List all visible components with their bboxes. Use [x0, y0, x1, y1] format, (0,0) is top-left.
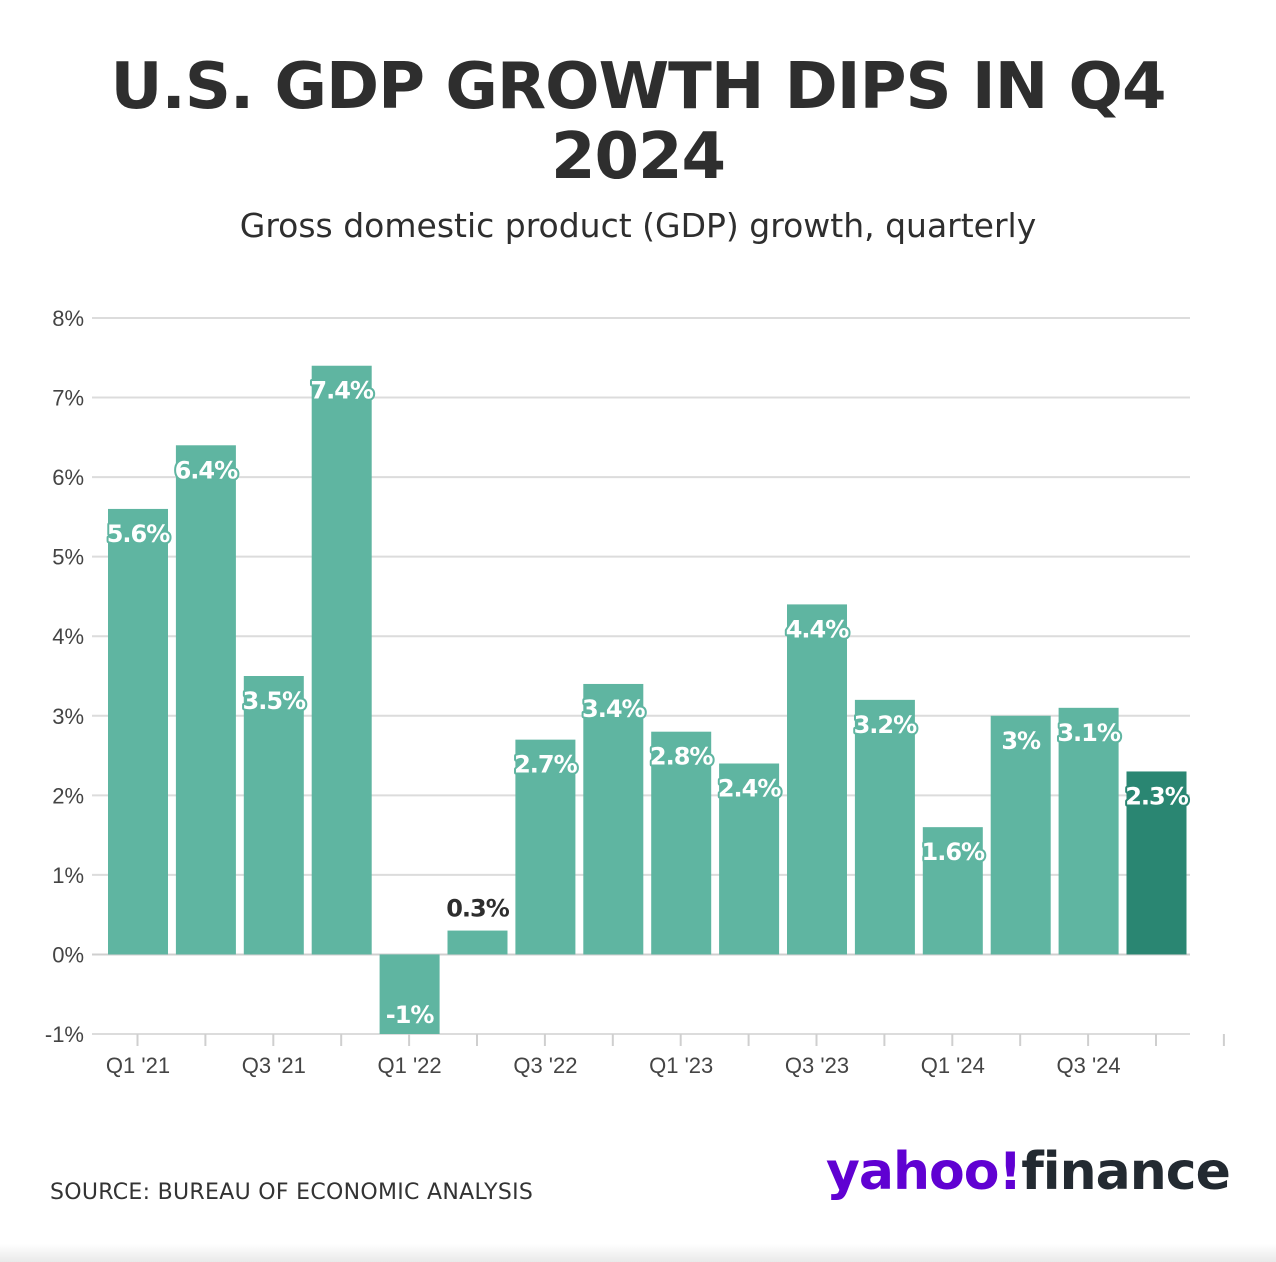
bar: [447, 930, 508, 955]
bottom-fade-bar: [0, 1244, 1276, 1262]
yahoo-finance-logo: yahoo!finance: [826, 1142, 1231, 1202]
logo-exclaim: !: [998, 1142, 1022, 1202]
x-tick-label: Q3 '21: [242, 1053, 306, 1078]
bar: [1058, 707, 1119, 955]
y-tick-label: 1%: [52, 863, 84, 888]
bar: [651, 731, 712, 955]
bar: [108, 508, 168, 955]
data-label: 3.5%: [243, 687, 307, 715]
data-label: 3.2%: [854, 711, 918, 739]
logo-yahoo-text: yahoo: [826, 1142, 999, 1202]
bar: [719, 763, 780, 955]
logo-finance-text: finance: [1021, 1142, 1231, 1202]
data-label: 6.4%: [175, 456, 239, 484]
bar: [243, 676, 304, 955]
data-label: 7.4%: [310, 377, 374, 405]
data-label: 0.3%: [446, 895, 510, 923]
data-label: 2.3%: [1125, 782, 1189, 810]
y-tick-label: 5%: [52, 545, 84, 570]
bar: [515, 739, 576, 955]
y-tick-label: 6%: [52, 465, 84, 490]
y-tick-label: 8%: [52, 306, 84, 331]
data-label: 3.4%: [582, 695, 646, 723]
data-label: 4.4%: [786, 615, 850, 643]
chart-subtitle: Gross domestic product (GDP) growth, qua…: [239, 206, 1037, 245]
data-label: 1.6%: [922, 838, 986, 866]
bar: [922, 827, 983, 955]
y-tick-label: 7%: [52, 386, 84, 411]
x-tick-label: Q1 '24: [921, 1053, 985, 1078]
chart-title-line-1: U.S. GDP GROWTH DIPS IN Q4: [110, 50, 1167, 124]
bar: [583, 683, 644, 955]
bar: [787, 604, 847, 955]
x-tick-label: Q1 '21: [106, 1053, 170, 1078]
x-tick-label: Q3 '24: [1057, 1053, 1121, 1078]
chart-title: U.S. GDP GROWTH DIPS IN Q4 2024: [0, 52, 1276, 192]
bar: [854, 699, 915, 955]
bar: [311, 365, 372, 955]
y-tick-label: 2%: [52, 783, 84, 808]
bar: [175, 445, 236, 955]
x-tick-label: Q3 '22: [513, 1053, 577, 1078]
source-note: SOURCE: BUREAU OF ECONOMIC ANALYSIS: [50, 1180, 534, 1205]
data-label: 3%: [1001, 727, 1041, 755]
data-label: -1%: [386, 1001, 435, 1029]
chart-title-line-2: 2024: [550, 120, 726, 194]
x-tick-label: Q1 '22: [378, 1053, 442, 1078]
y-tick-label: 4%: [52, 624, 84, 649]
y-tick-label: 3%: [52, 704, 84, 729]
data-label: 2.4%: [718, 775, 782, 803]
x-tick-label: Q3 '23: [785, 1053, 849, 1078]
data-label: 3.1%: [1057, 719, 1121, 747]
y-tick-label: -1%: [45, 1022, 84, 1047]
bar: [379, 954, 440, 1034]
bar: [990, 715, 1051, 955]
bar: [1126, 771, 1187, 955]
gdp-bar-chart: -1% 0% 1% 2% 3% 4% 5% 6% 7% 8% 5.6% 6.4% 3.5% 7.4% -1%…: [45, 306, 1225, 1078]
data-label: 2.7%: [514, 751, 578, 779]
y-tick-label: 0%: [52, 942, 84, 967]
data-label: 2.8%: [650, 743, 714, 771]
x-tick-label: Q1 '23: [649, 1053, 713, 1078]
data-label: 5.6%: [107, 520, 171, 548]
